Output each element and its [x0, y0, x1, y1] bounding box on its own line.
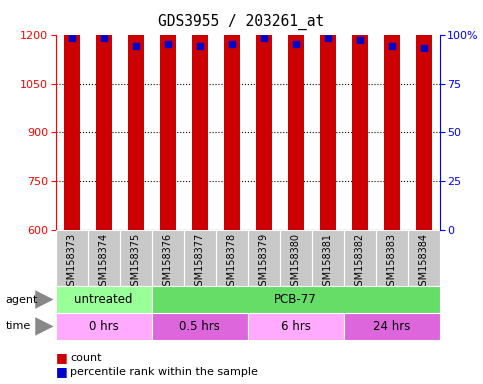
Bar — [120, 230, 152, 286]
Bar — [192, 20, 208, 230]
Bar — [343, 313, 440, 340]
Bar — [376, 230, 408, 286]
Text: 24 hrs: 24 hrs — [373, 320, 410, 333]
Bar — [415, 17, 431, 230]
Text: GSM158380: GSM158380 — [291, 233, 300, 292]
Text: GSM158384: GSM158384 — [419, 233, 428, 292]
Text: GSM158376: GSM158376 — [163, 233, 172, 292]
Bar — [56, 230, 87, 286]
Polygon shape — [35, 290, 54, 309]
Text: percentile rank within the sample: percentile rank within the sample — [70, 367, 258, 377]
Bar — [287, 0, 303, 230]
Bar — [64, 0, 80, 230]
Text: PCB-77: PCB-77 — [274, 293, 317, 306]
Text: 0.5 hrs: 0.5 hrs — [179, 320, 220, 333]
Bar — [56, 286, 152, 313]
Text: GSM158382: GSM158382 — [355, 233, 365, 292]
Text: GSM158377: GSM158377 — [195, 233, 204, 293]
Bar — [384, 17, 399, 230]
Text: GSM158378: GSM158378 — [227, 233, 237, 292]
Bar — [87, 230, 120, 286]
Bar — [152, 230, 184, 286]
Bar — [184, 230, 215, 286]
Text: 0 hrs: 0 hrs — [89, 320, 118, 333]
Text: GSM158374: GSM158374 — [99, 233, 109, 292]
Text: GSM158373: GSM158373 — [67, 233, 76, 292]
Text: GSM158379: GSM158379 — [258, 233, 269, 292]
Bar — [128, 33, 143, 230]
Text: GSM158375: GSM158375 — [130, 233, 141, 293]
Bar — [408, 230, 440, 286]
Bar — [215, 230, 248, 286]
Bar — [56, 313, 152, 340]
Text: ■: ■ — [56, 365, 67, 378]
Bar — [248, 313, 343, 340]
Text: count: count — [70, 353, 101, 363]
Text: GSM158381: GSM158381 — [323, 233, 332, 292]
Text: time: time — [6, 321, 31, 331]
Text: 6 hrs: 6 hrs — [281, 320, 311, 333]
Bar — [152, 286, 440, 313]
Bar — [312, 230, 343, 286]
Bar — [159, 15, 175, 230]
Text: GSM158383: GSM158383 — [386, 233, 397, 292]
Bar — [352, 0, 368, 230]
Polygon shape — [35, 317, 54, 336]
Text: untreated: untreated — [74, 293, 133, 306]
Bar — [256, 0, 271, 230]
Text: GDS3955 / 203261_at: GDS3955 / 203261_at — [158, 13, 325, 30]
Text: ■: ■ — [56, 351, 67, 364]
Bar — [152, 313, 248, 340]
Bar — [248, 230, 280, 286]
Bar — [96, 0, 112, 230]
Bar — [224, 0, 240, 230]
Bar — [320, 0, 336, 230]
Bar — [343, 230, 376, 286]
Text: agent: agent — [6, 295, 38, 305]
Bar — [280, 230, 312, 286]
